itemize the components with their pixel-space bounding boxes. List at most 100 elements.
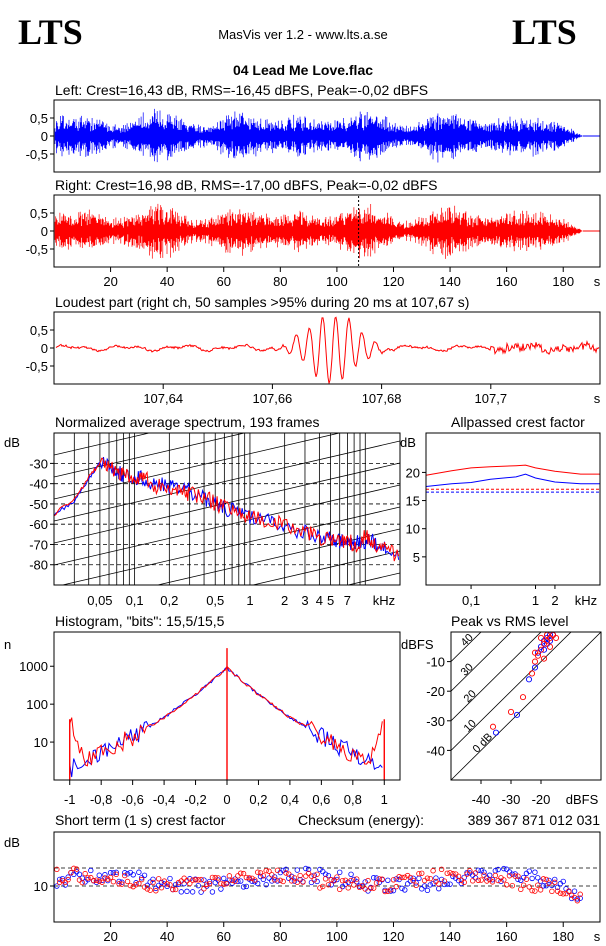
short-term-point (246, 875, 252, 881)
short-term-point (260, 873, 267, 879)
short-term-point (269, 878, 275, 884)
short-term-point (509, 883, 516, 889)
short-term-point (218, 886, 224, 892)
short-term-point (481, 869, 487, 875)
short-term-point (93, 877, 100, 883)
loudest-ytick-label: -0,5 (26, 359, 48, 374)
short-term-xtick-label: 60 (217, 929, 231, 944)
short-term-point (198, 876, 204, 883)
short-term-point (379, 876, 385, 882)
short-term-xtick-label: 40 (160, 929, 174, 944)
right-waveform-title: Right: Crest=16,98 dB, RMS=-17,00 dBFS, … (55, 177, 437, 193)
short-term-point (523, 876, 530, 882)
short-term-point (144, 886, 151, 892)
short-term-point (489, 879, 496, 885)
short-term-point (209, 889, 216, 895)
short-term-point (119, 881, 125, 887)
short-term-point (407, 874, 414, 881)
short-term-point (291, 878, 298, 884)
short-term-point (478, 877, 484, 883)
short-term-point (249, 878, 255, 884)
short-term-point (102, 872, 108, 878)
spectrum-series-right (54, 457, 400, 562)
short-term-point (557, 890, 564, 896)
peak-rms-point (525, 676, 533, 683)
short-term-point (99, 879, 105, 885)
peak-rms-diagonal-label: 40 (459, 632, 476, 649)
short-term-point (178, 889, 185, 895)
peak-rms-point (552, 634, 560, 641)
right-waveform-ytick-label: 0 (41, 224, 48, 239)
short-term-point (450, 871, 456, 877)
short-term-point (464, 871, 470, 877)
peak-rms-plot: 40 30 20 100 dB (451, 632, 601, 780)
short-term-point (436, 885, 442, 892)
short-term-point (348, 877, 354, 884)
short-term-point (153, 888, 159, 894)
short-term-point (478, 868, 484, 874)
spectrum-ytick-label: -70 (29, 537, 48, 552)
spectrum-slope (54, 433, 342, 500)
peak-rms-ytick-label: -30 (426, 714, 445, 729)
short-term-point (164, 881, 170, 887)
short-term-point (322, 876, 329, 882)
short-term-point (150, 876, 156, 882)
short-term-point (325, 882, 332, 888)
histogram-xtick-label: 1 (381, 792, 388, 807)
loudest-signal (55, 316, 600, 384)
short-term-point (421, 877, 428, 884)
histogram-series-left (69, 666, 383, 778)
short-term-point (124, 878, 131, 885)
left-waveform-signal (54, 108, 584, 163)
peak-rms-point (519, 694, 527, 701)
short-term-point (158, 885, 165, 891)
checksum-value: 389 367 871 012 031 (468, 812, 601, 828)
spectrum-slope (60, 506, 400, 585)
short-term-point (105, 876, 111, 882)
spectrum-ytick-label: -40 (29, 477, 48, 492)
left-waveform-ytick-label: 0,5 (30, 111, 48, 126)
short-term-point (492, 868, 499, 874)
short-term-point (283, 870, 289, 876)
crest-title: Allpassed crest factor (451, 414, 585, 430)
histogram-series-right (69, 665, 383, 767)
short-term-point (93, 879, 100, 886)
short-term-point (571, 888, 578, 894)
short-term-point (263, 867, 269, 874)
short-term-point (410, 875, 416, 882)
short-term-point (266, 868, 272, 874)
short-term-point (54, 883, 60, 889)
short-term-point (376, 879, 383, 886)
peak-rms-xtick-label: -30 (502, 792, 521, 807)
short-term-point (158, 879, 165, 886)
checksum-label: Checksum (energy): (298, 812, 424, 828)
short-term-point (314, 878, 320, 885)
spectrum-ytick-label: -80 (29, 558, 48, 573)
short-term-point (481, 872, 487, 878)
crest-ytick-label: 15 (406, 494, 420, 509)
short-term-point (232, 878, 238, 884)
short-term-point (280, 878, 286, 885)
short-term-point (427, 882, 433, 888)
short-term-point (376, 876, 383, 882)
short-term-point (520, 874, 527, 881)
short-term-point (288, 878, 295, 884)
short-term-point (59, 877, 66, 884)
spectrum-xunit: kHz (373, 593, 395, 608)
loudest-xtick-label: 107,7 (475, 391, 508, 406)
short-term-point (441, 881, 448, 888)
short-term-point (571, 894, 578, 901)
short-term-point (475, 867, 482, 874)
short-term-point (181, 880, 187, 887)
peak-rms-diagonal (451, 632, 512, 692)
spectrum-slope (251, 550, 400, 585)
short-term-point (116, 878, 122, 885)
short-term-point (339, 877, 346, 884)
peak-rms-point (531, 649, 539, 656)
peak-rms-ytick-label: -10 (426, 655, 445, 670)
short-term-point (308, 879, 315, 886)
short-term-point (518, 877, 524, 884)
spectrum-frame (53, 432, 401, 586)
short-term-point (438, 866, 445, 873)
short-term-point (540, 883, 547, 889)
